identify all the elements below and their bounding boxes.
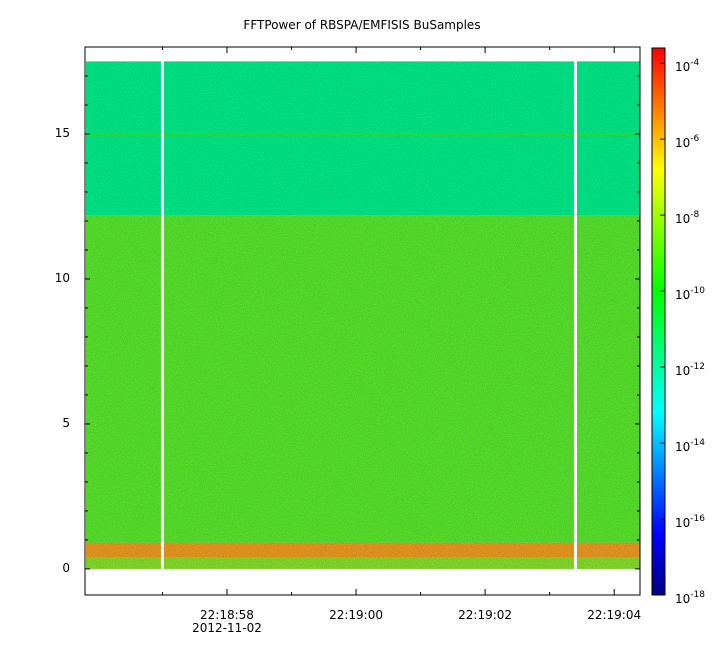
y-tick-label: 15: [54, 125, 70, 140]
colorbar: [651, 47, 666, 596]
spectrogram-bands: [86, 61, 640, 569]
data-gap: [160, 61, 164, 569]
x-tick-label: 22:18:58: [200, 608, 254, 622]
data-gap: [573, 61, 577, 569]
line-feature: [86, 132, 640, 135]
x-ticks: [161, 47, 615, 595]
power-band-texture: [86, 557, 640, 569]
data-gaps: [160, 61, 577, 569]
x-tick-label: 22:19:02: [458, 608, 513, 622]
power-band-texture: [86, 542, 640, 558]
power-band-texture: [86, 61, 640, 216]
colorbar-tick-label: 10-6: [675, 134, 700, 151]
plot-frame: [84, 46, 641, 596]
colorbar-tick-label: 10-4: [675, 58, 700, 75]
y-tick-label: 0: [62, 560, 70, 575]
chart-title: FFTPower of RBSPA/EMFISIS BuSamples: [243, 18, 481, 32]
x-tick-label: 22:19:00: [329, 608, 383, 622]
colorbar-tick-label: 10-18: [675, 590, 705, 606]
x-tick-label: 22:19:04: [587, 608, 642, 622]
colorbar-tick-label: 10-8: [675, 210, 700, 227]
power-band-texture: [86, 215, 640, 543]
colorbar-tick-label: 10-12: [675, 362, 705, 379]
y-tick-label: 5: [62, 415, 70, 430]
y-ticks: [85, 75, 640, 570]
y-tick-label: 10: [54, 270, 70, 285]
colorbar-tick-label: 10-16: [675, 514, 705, 531]
colorbar-tick-label: 10-10: [675, 286, 705, 303]
x-date-label: 2012-11-02: [192, 621, 262, 635]
colorbar-tick-label: 10-14: [675, 438, 705, 455]
colorbar-ticks: [660, 62, 665, 596]
